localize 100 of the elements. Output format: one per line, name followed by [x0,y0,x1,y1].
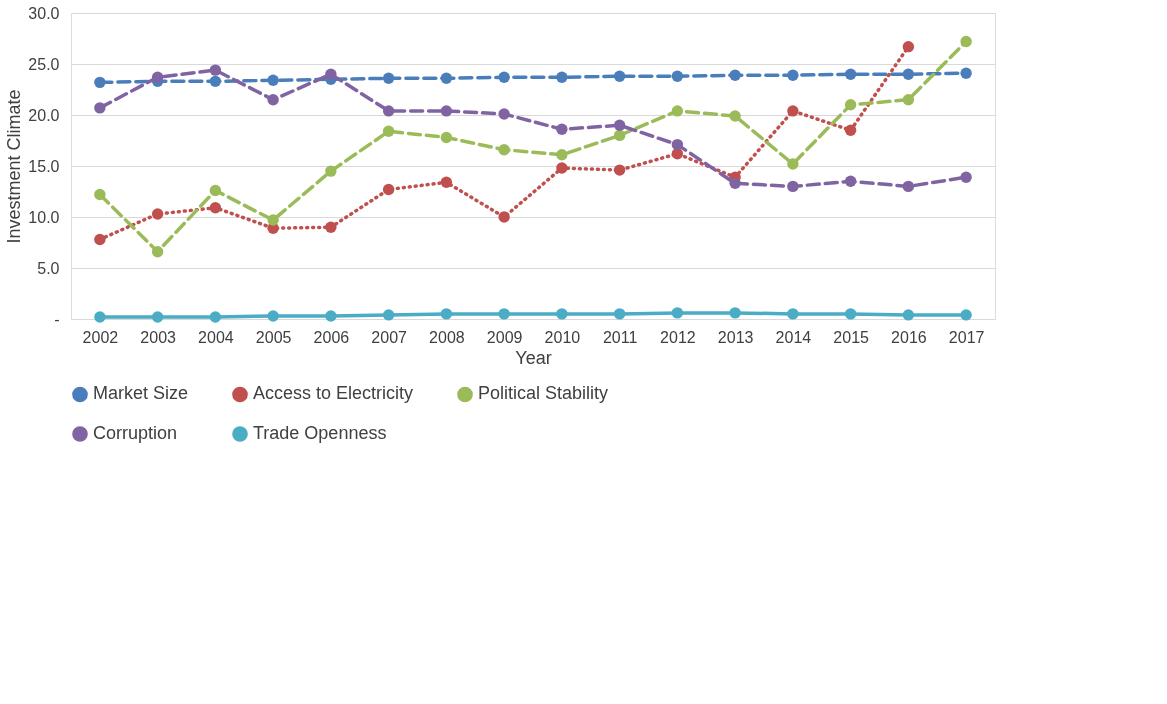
point [209,311,222,323]
x-tick-label: 2002 [82,328,119,346]
x-tick-label: 2016 [891,328,927,346]
point [498,143,510,156]
point [440,131,453,144]
point [671,138,684,151]
point [787,69,799,81]
x-tick-label: 2017 [948,328,985,346]
y-tick-label: - [54,310,60,328]
point [498,108,510,120]
point [844,175,857,187]
legend-label: Access to Electricity [253,383,414,404]
point [902,94,915,106]
point [844,99,857,111]
point [729,177,741,190]
point [498,308,510,320]
legend-label: Corruption [93,423,178,443]
x-tick-label: 2015 [833,328,870,346]
point [151,71,164,83]
point [787,180,799,193]
y-tick-label: 20.0 [28,106,60,124]
x-tick-label: 2011 [602,328,638,346]
point [151,245,164,258]
x-tick-label: 2007 [371,328,408,346]
legend-label: Political Stability [478,383,609,404]
point [671,105,684,117]
point [382,72,395,84]
point [613,308,626,320]
point [498,211,510,223]
point [440,72,453,84]
point [209,202,222,214]
point [902,180,915,193]
point [613,129,626,142]
y-tick-label: 15.0 [28,157,60,175]
x-axis-title: Year [515,347,552,368]
point [787,308,799,320]
point [671,70,684,82]
y-tick-label: 5.0 [37,259,60,277]
point [613,164,626,176]
point [94,102,106,114]
point [267,214,279,226]
point [960,171,972,183]
point [151,311,164,323]
x-tick-label: 2010 [544,328,581,346]
y-tick-label: 25.0 [28,55,60,73]
x-tick-label: 2003 [140,328,177,346]
point [267,94,279,106]
point [382,309,395,321]
point [556,308,568,320]
x-tick-label: 2004 [198,328,234,346]
x-tick-label: 2014 [775,328,812,346]
point [613,70,626,82]
point [325,68,337,80]
point [94,188,106,201]
point [902,309,915,321]
point [267,74,279,87]
point [960,35,972,48]
point [902,40,915,53]
point [382,125,395,138]
point [94,76,106,89]
point [729,110,741,122]
point [267,310,279,322]
point [960,309,972,321]
point [556,162,568,174]
point [325,165,337,177]
point [729,307,741,319]
point [382,183,395,196]
y-axis-title: Investment Climate [4,89,25,244]
legend-label: Market Size [93,383,189,404]
point [844,308,857,320]
point [498,71,510,83]
point [960,67,972,79]
point [729,69,741,81]
point [787,105,799,117]
point [902,68,915,80]
point [382,105,395,117]
point [613,119,626,131]
point [556,71,568,83]
point [556,123,568,135]
point [844,68,857,80]
x-tick-label: 2013 [717,328,754,346]
point [325,310,337,322]
point [440,105,453,117]
point [209,64,222,76]
x-tick-label: 2005 [255,328,292,346]
point [209,75,222,88]
y-tick-label: 10.0 [28,208,60,226]
x-tick-label: 2006 [313,328,350,346]
point [787,158,799,170]
point [94,311,106,323]
point [209,184,222,197]
point [440,308,453,320]
x-tick-label: 2008 [429,328,465,346]
y-tick-label: 30.0 [28,4,60,22]
point [440,176,453,189]
point [151,208,164,220]
legend-label: Trade Openness [253,423,387,443]
x-tick-label: 2012 [660,328,696,346]
point [94,233,106,246]
point [671,307,684,319]
